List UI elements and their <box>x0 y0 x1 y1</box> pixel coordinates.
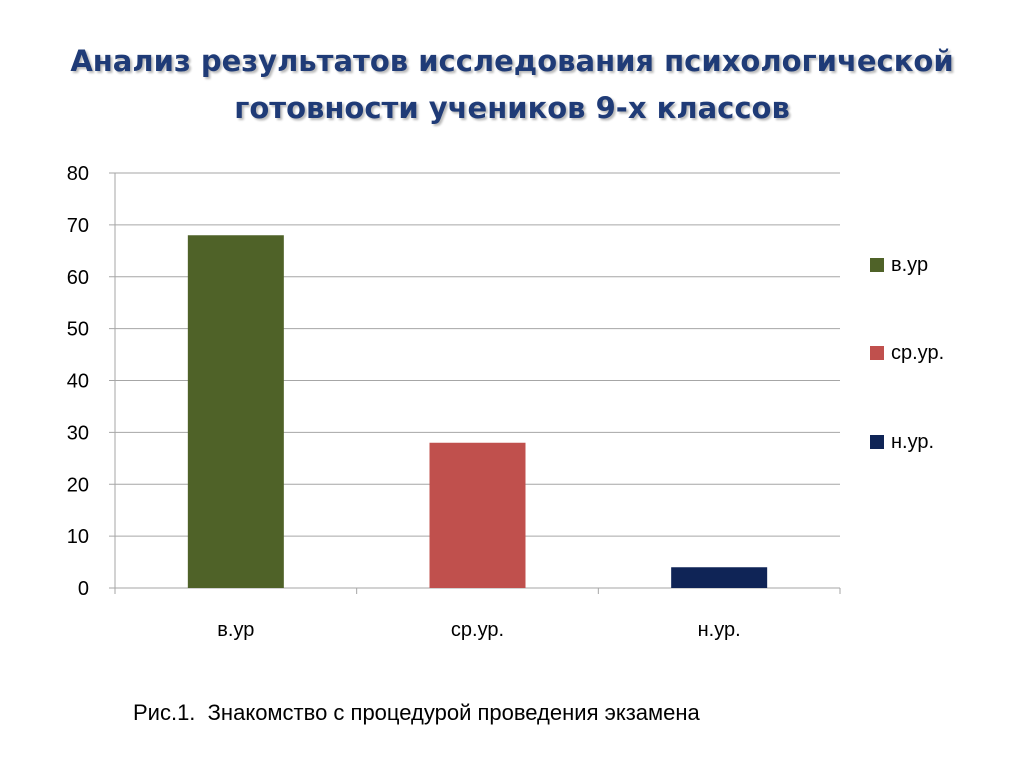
y-tick-label: 40 <box>67 371 89 393</box>
legend-swatch-low <box>870 435 884 449</box>
y-tick-label: 30 <box>67 422 89 444</box>
legend-swatch-medium <box>870 346 884 360</box>
x-category-label: ср.ур. <box>451 619 504 641</box>
y-tick-label: 80 <box>67 163 89 185</box>
legend-label-low: н.ур. <box>891 430 935 453</box>
y-tick-label: 50 <box>67 319 89 341</box>
legend-label-medium: ср.ур. <box>891 341 945 364</box>
x-category-label: в.ур <box>217 619 254 641</box>
slide-title: Анализ результатов исследования психолог… <box>0 38 1024 132</box>
bar-medium <box>429 442 526 588</box>
x-category-label: н.ур. <box>698 619 741 641</box>
figure-caption: Рис.1. Знакомство с процедурой проведени… <box>133 700 700 725</box>
bar-high <box>187 235 284 588</box>
y-tick-label: 60 <box>67 267 89 289</box>
legend-item-high: в.ур <box>870 250 928 280</box>
legend-item-low: н.ур. <box>870 427 934 457</box>
title-line-2: готовности учеников 9-х классов <box>234 91 790 125</box>
y-tick-label: 0 <box>78 578 89 600</box>
y-tick-label: 20 <box>67 474 89 496</box>
y-tick-label: 10 <box>67 526 89 548</box>
y-tick-label: 70 <box>67 215 89 237</box>
legend-label-high: в.ур <box>891 253 929 276</box>
title-line-1: Анализ результатов исследования психолог… <box>70 44 954 78</box>
bar-low <box>671 567 768 588</box>
legend-swatch-high <box>870 258 884 272</box>
legend-item-medium: ср.ур. <box>870 338 944 368</box>
